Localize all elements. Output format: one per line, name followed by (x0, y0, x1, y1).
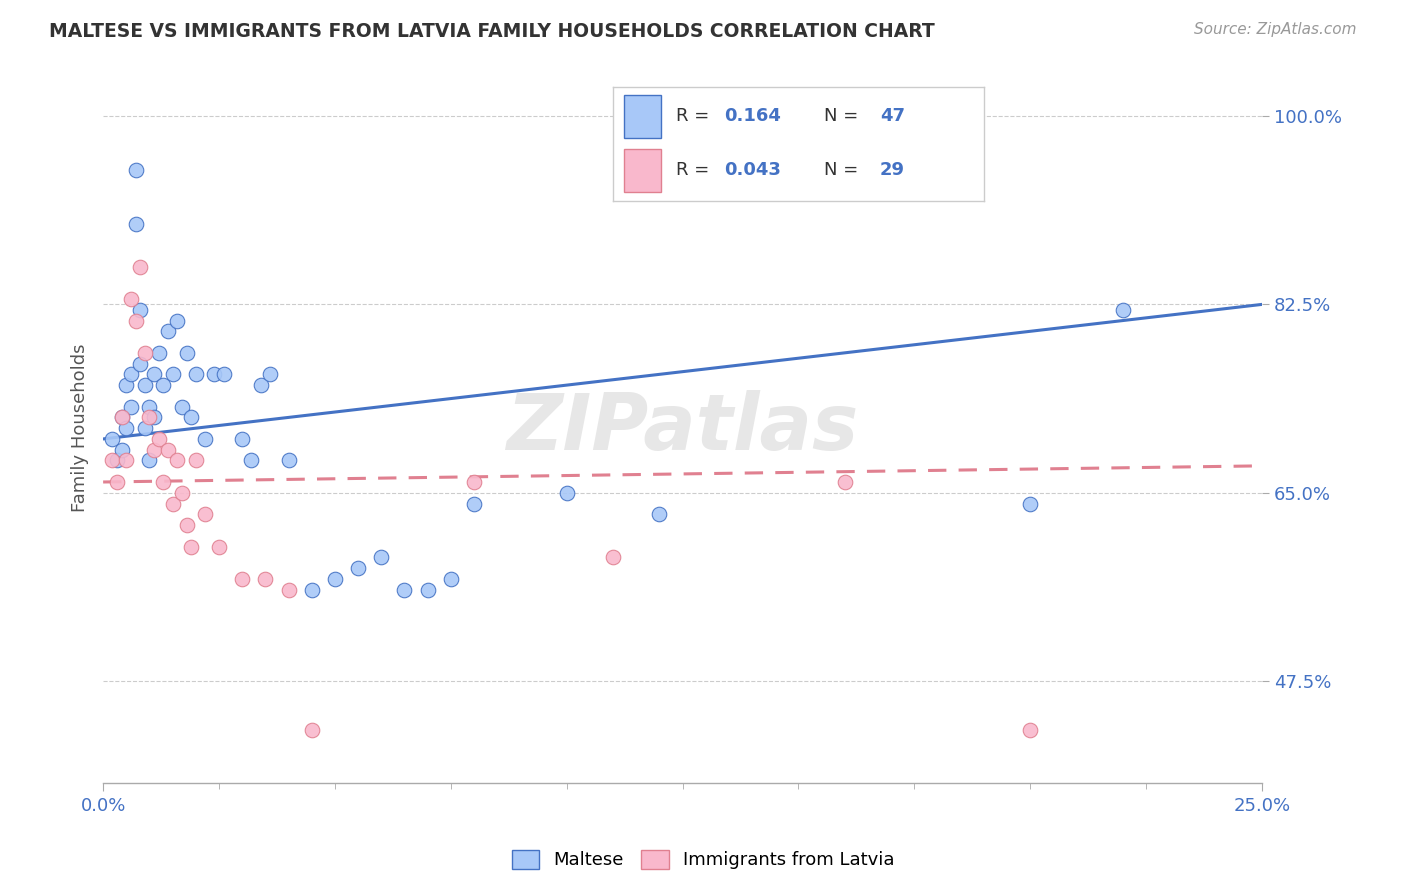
Point (301, 723, 323, 737)
Point (231, 572, 253, 586)
Point (101, 453, 124, 467)
Point (259, 368, 281, 382)
Point (124, 313, 146, 327)
Point (120, 292, 142, 306)
Point (463, 475, 485, 489)
Text: ZIPatlas: ZIPatlas (506, 390, 859, 467)
Point (115, 453, 138, 467)
Point (124, 162, 146, 177)
Point (111, 410, 134, 425)
Point (212, 368, 235, 382)
Point (176, 346, 198, 360)
Point (170, 485, 193, 500)
Point (648, 508, 671, 522)
Point (120, 400, 142, 414)
Point (111, 442, 134, 457)
Point (347, 561, 370, 575)
Point (240, 453, 263, 467)
Point (138, 400, 160, 414)
Point (208, 540, 231, 554)
Text: MALTESE VS IMMIGRANTS FROM LATVIA FAMILY HOUSEHOLDS CORRELATION CHART: MALTESE VS IMMIGRANTS FROM LATVIA FAMILY… (49, 22, 935, 41)
Point (115, 378, 138, 392)
Point (162, 496, 184, 510)
Point (101, 432, 124, 446)
Point (138, 453, 160, 467)
Point (440, 572, 463, 586)
Point (152, 378, 174, 392)
Point (184, 368, 207, 382)
Point (277, 453, 299, 467)
Point (143, 442, 166, 457)
Point (176, 518, 198, 533)
Point (180, 410, 202, 425)
Point (120, 368, 142, 382)
Point (231, 432, 253, 446)
Point (124, 217, 146, 231)
Point (134, 378, 156, 392)
Point (249, 378, 271, 392)
Text: Source: ZipAtlas.com: Source: ZipAtlas.com (1194, 22, 1357, 37)
Point (152, 475, 174, 489)
Point (129, 302, 152, 317)
Point (129, 357, 152, 371)
Point (394, 582, 416, 597)
Point (138, 410, 160, 425)
Point (323, 572, 346, 586)
Point (148, 346, 170, 360)
Point (1019, 723, 1042, 737)
Point (1112, 302, 1135, 317)
Point (1019, 496, 1042, 510)
Point (834, 475, 856, 489)
Point (157, 442, 180, 457)
Point (166, 453, 188, 467)
Point (111, 410, 134, 425)
Point (157, 324, 180, 338)
Point (115, 421, 138, 435)
Point (416, 582, 439, 597)
Point (105, 475, 128, 489)
Point (134, 346, 156, 360)
Point (202, 368, 225, 382)
Point (194, 508, 217, 522)
Point (166, 313, 188, 327)
Point (370, 550, 392, 565)
Y-axis label: Family Households: Family Households (72, 344, 89, 512)
Point (105, 453, 128, 467)
Point (134, 421, 156, 435)
Point (602, 550, 624, 565)
Point (143, 368, 166, 382)
Point (162, 368, 184, 382)
Point (184, 453, 207, 467)
Point (143, 410, 166, 425)
Point (170, 400, 193, 414)
Point (148, 432, 170, 446)
Point (463, 496, 485, 510)
Point (194, 432, 217, 446)
Legend: Maltese, Immigrants from Latvia: Maltese, Immigrants from Latvia (502, 841, 904, 879)
Point (555, 485, 578, 500)
Point (254, 572, 277, 586)
Point (301, 582, 323, 597)
Point (180, 540, 202, 554)
Point (277, 582, 299, 597)
Point (129, 260, 152, 274)
